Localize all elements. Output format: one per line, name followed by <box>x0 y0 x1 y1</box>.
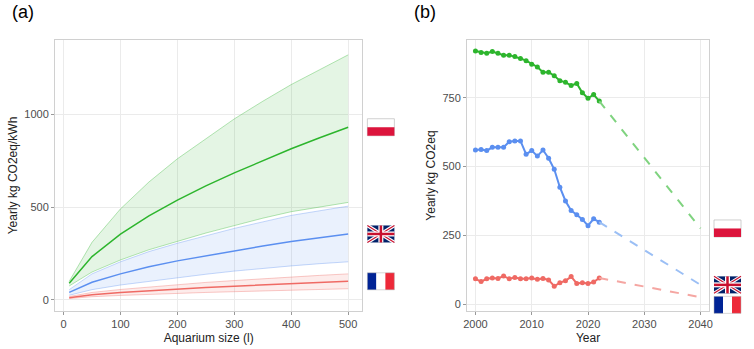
svg-text:2000: 2000 <box>463 318 487 330</box>
svg-text:Yearly kg CO2eq/kWh: Yearly kg CO2eq/kWh <box>6 117 20 235</box>
svg-text:Year: Year <box>576 331 600 345</box>
svg-text:0: 0 <box>43 294 49 306</box>
svg-text:1000: 1000 <box>24 108 48 120</box>
svg-text:(b): (b) <box>414 2 436 22</box>
svg-text:0: 0 <box>455 298 461 310</box>
svg-text:0: 0 <box>60 318 66 330</box>
svg-text:500: 500 <box>339 318 357 330</box>
svg-text:300: 300 <box>225 318 243 330</box>
svg-text:2030: 2030 <box>632 318 656 330</box>
svg-text:2020: 2020 <box>576 318 600 330</box>
svg-text:2010: 2010 <box>519 318 543 330</box>
svg-text:100: 100 <box>111 318 129 330</box>
svg-text:(a): (a) <box>12 2 34 22</box>
svg-text:Aquarium size (l): Aquarium size (l) <box>164 331 254 345</box>
svg-text:400: 400 <box>282 318 300 330</box>
svg-text:750: 750 <box>442 92 460 104</box>
svg-text:500: 500 <box>30 201 48 213</box>
svg-text:500: 500 <box>442 160 460 172</box>
svg-text:200: 200 <box>168 318 186 330</box>
svg-text:Yearly kg CO2eq: Yearly kg CO2eq <box>424 130 438 220</box>
svg-text:2040: 2040 <box>688 318 712 330</box>
svg-text:250: 250 <box>442 229 460 241</box>
